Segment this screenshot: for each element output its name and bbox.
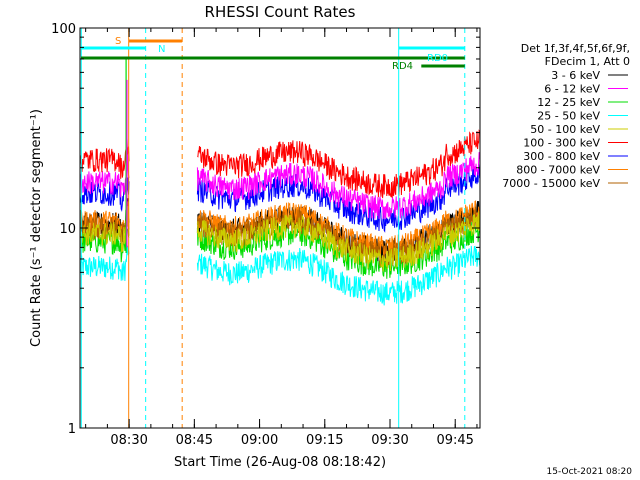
x-tick-label: 09:00 — [241, 433, 278, 448]
legend-header-line1: Det 1f,3f,4f,5f,6f,9f, — [521, 42, 630, 55]
legend-label: 3 - 6 keV — [551, 69, 600, 82]
y-tick-label: 10 — [59, 222, 76, 237]
footer-timestamp: 15-Oct-2021 08:20 — [547, 467, 633, 477]
y-axis-title: Count Rate (s⁻¹ detector segment⁻¹) — [29, 109, 44, 347]
x-tick-label: 09:30 — [371, 433, 408, 448]
x-tick-label: 08:30 — [110, 433, 147, 448]
series-line-50to100keV — [80, 206, 480, 272]
legend-label: 800 - 7000 keV — [516, 164, 600, 177]
legend-label: 100 - 300 keV — [523, 137, 600, 150]
annotation-RD4: RD4 — [392, 61, 413, 72]
legend-label: 7000 - 15000 keV — [502, 177, 600, 190]
x-tick-label: 09:45 — [436, 433, 473, 448]
y-tick-label: 1 — [68, 422, 76, 437]
annotation-S: S — [115, 36, 121, 47]
x-tick-label: 09:15 — [306, 433, 343, 448]
legend-header-line2: FDecim 1, Att 0 — [545, 55, 630, 68]
legend-label: 50 - 100 keV — [530, 123, 600, 136]
series-line-6to12keV — [80, 152, 480, 220]
plot-area — [80, 28, 480, 428]
x-axis: 08:30 08:45 09:00 09:15 09:30 09:45 — [85, 28, 478, 448]
legend-label: 6 - 12 keV — [544, 83, 600, 96]
annotation-RD0: RD0 — [427, 53, 448, 64]
legend: Det 1f,3f,4f,5f,6f,9f, FDecim 1, Att 0 3… — [502, 42, 630, 190]
y-axis: 1 10 100 — [51, 22, 480, 437]
legend-label: 25 - 50 keV — [537, 110, 600, 123]
series-line-100to300keV — [80, 129, 480, 199]
y-tick-label: 100 — [51, 22, 76, 37]
legend-label: 12 - 25 keV — [537, 96, 600, 109]
x-tick-label: 08:45 — [176, 433, 213, 448]
chart-title: RHESSI Count Rates — [205, 3, 356, 21]
series-line-25to50keV — [80, 245, 480, 306]
legend-label: 300 - 800 keV — [523, 150, 600, 163]
x-axis-title: Start Time (26-Aug-08 08:18:42) — [174, 455, 386, 470]
annotation-N: N — [158, 44, 165, 55]
